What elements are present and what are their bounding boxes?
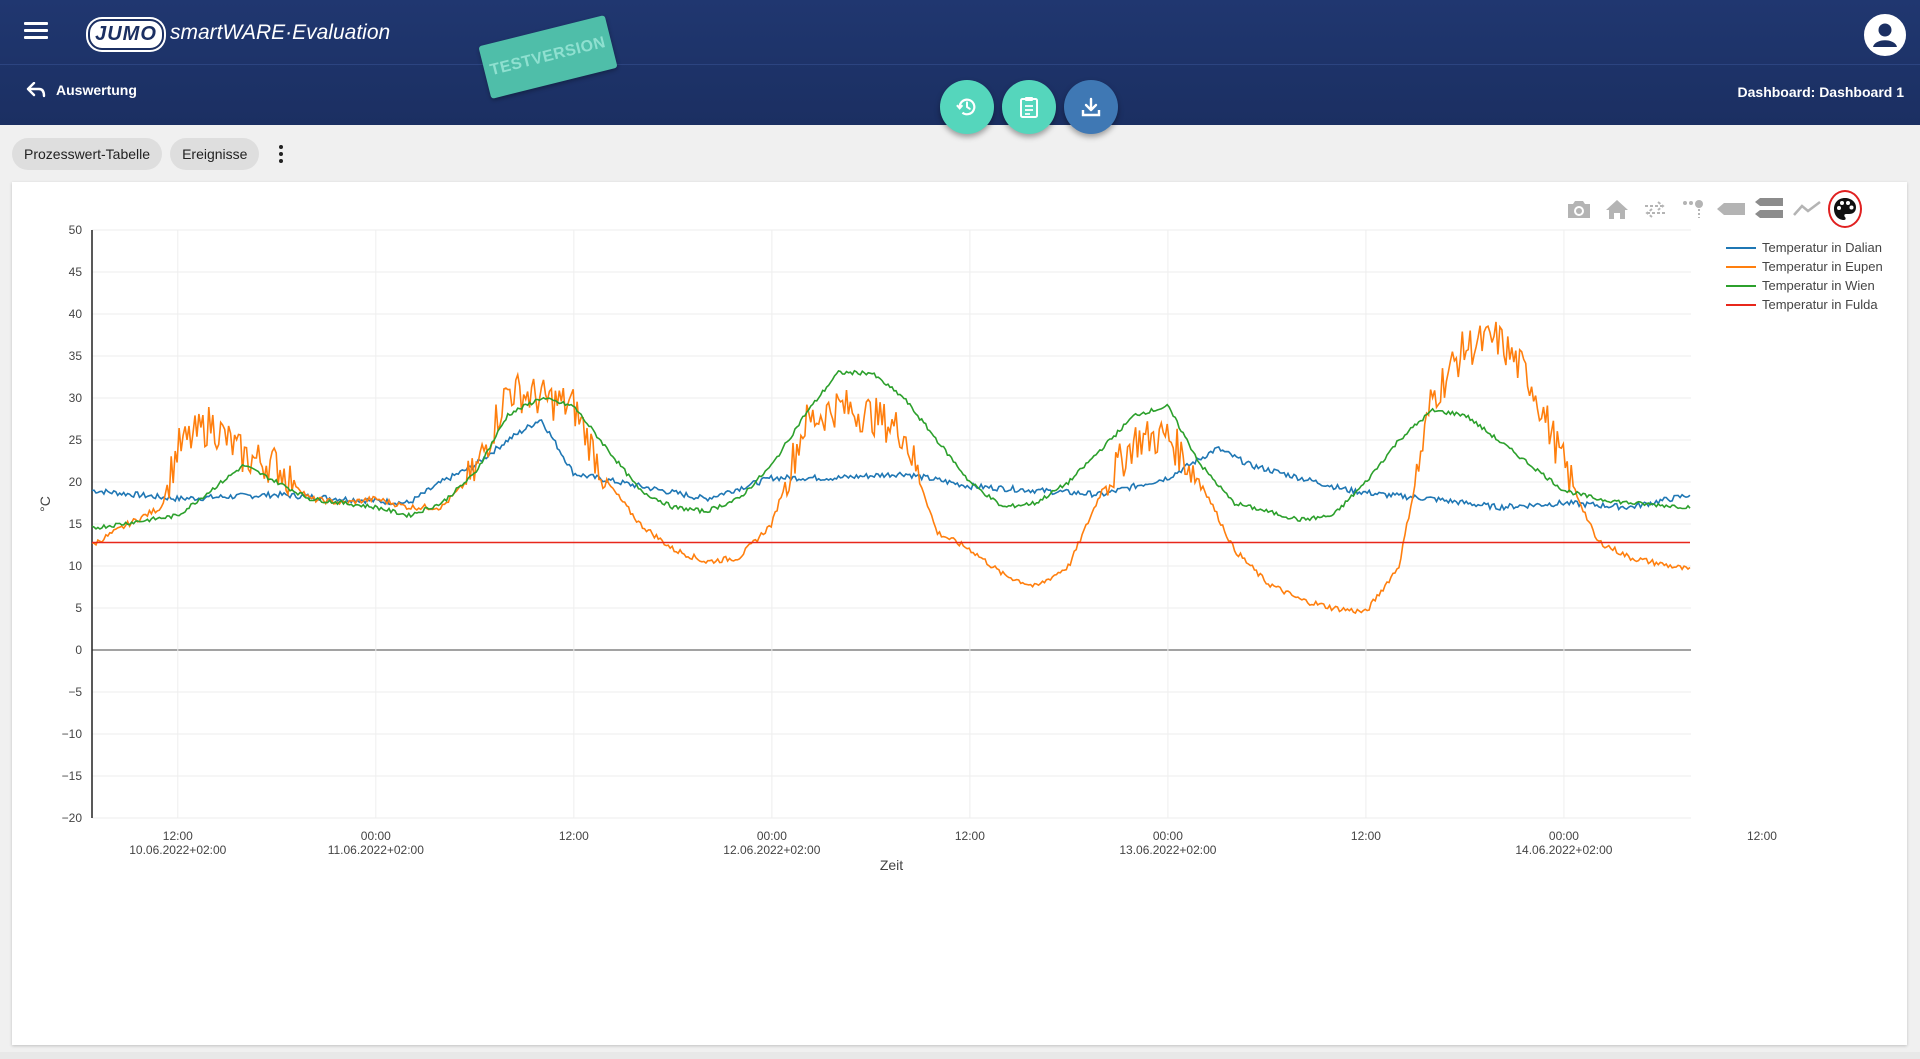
legend-swatch [1726, 303, 1756, 306]
y-tick-label: 0 [75, 643, 82, 657]
chip-events[interactable]: Ereignisse [170, 138, 260, 170]
palette-ring [1828, 190, 1862, 228]
back-button[interactable]: Auswertung [26, 82, 137, 98]
x-tick-time: 00:00 [361, 829, 391, 843]
y-tick-label: 10 [69, 559, 83, 573]
y-tick-label: 45 [69, 265, 83, 279]
x-tick-time: 12:00 [559, 829, 589, 843]
legend-swatch [1726, 265, 1756, 268]
x-axis-title: Zeit [880, 857, 903, 873]
top-app-bar [0, 0, 1920, 125]
chart-modebar [1562, 190, 1866, 228]
y-tick-label: 25 [69, 433, 83, 447]
x-tick-date: 12.06.2022+02:00 [723, 843, 820, 857]
back-label: Auswertung [56, 82, 137, 98]
y-tick-label: −15 [62, 769, 83, 783]
header-divider [0, 64, 1920, 65]
y-tick-label: 35 [69, 349, 83, 363]
user-avatar-icon[interactable] [1864, 14, 1906, 56]
back-arrow-icon [26, 82, 46, 98]
clipboard-icon [1020, 97, 1038, 118]
clipboard-button[interactable] [1002, 80, 1056, 134]
series-line-2 [91, 321, 1691, 615]
legend-label: Temperatur in Eupen [1762, 259, 1883, 274]
camera-icon[interactable] [1562, 194, 1596, 224]
home-icon[interactable] [1600, 194, 1634, 224]
history-button[interactable] [940, 80, 994, 134]
x-tick-date: 14.06.2022+02:00 [1515, 843, 1612, 857]
legend-swatch [1726, 246, 1756, 249]
chart-legend: Temperatur in Dalian Temperatur in Eupen… [1726, 238, 1883, 314]
y-tick-label: 50 [69, 223, 83, 237]
view-chips: Prozesswert-Tabelle Ereignisse [12, 138, 291, 170]
y-axis-title: °C [37, 496, 53, 512]
y-tick-label: 15 [69, 517, 83, 531]
bottom-border [0, 1052, 1920, 1059]
spike-lines-icon[interactable] [1676, 194, 1710, 224]
legend-label: Temperatur in Dalian [1762, 240, 1882, 255]
y-tick-label: 5 [75, 601, 82, 615]
x-tick-date: 11.06.2022+02:00 [328, 843, 425, 857]
download-button[interactable] [1064, 80, 1118, 134]
series-line-1 [91, 419, 1691, 512]
x-tick-time: 12:00 [163, 829, 193, 843]
download-icon [1081, 97, 1101, 117]
legend-item-eupen[interactable]: Temperatur in Eupen [1726, 257, 1883, 276]
more-options-icon[interactable] [271, 138, 291, 170]
line-style-icon[interactable] [1790, 194, 1824, 224]
palette-button[interactable] [1828, 190, 1862, 228]
dashboard-title: Dashboard: Dashboard 1 [1737, 84, 1904, 100]
x-tick-time: 12:00 [955, 829, 985, 843]
x-tick-time: 00:00 [1549, 829, 1579, 843]
pan-icon[interactable] [1638, 194, 1672, 224]
x-tick-time: 12:00 [1747, 829, 1777, 843]
legend-swatch [1726, 284, 1756, 287]
hover-closest-icon[interactable] [1714, 194, 1748, 224]
y-tick-label: 20 [69, 475, 83, 489]
chart-panel: 50 45 40 35 30 25 20 15 10 5 0 −5 −10 −15 −20 12:00 10.0… [12, 182, 1907, 1045]
x-tick-date: 10.06.2022+02:00 [129, 843, 226, 857]
series-line-3 [91, 369, 1691, 530]
legend-label: Temperatur in Wien [1762, 278, 1875, 293]
y-tick-label: 40 [69, 307, 83, 321]
palette-icon [1834, 198, 1856, 220]
x-tick-time: 00:00 [757, 829, 787, 843]
legend-item-wien[interactable]: Temperatur in Wien [1726, 276, 1883, 295]
temperature-chart[interactable]: 50454035302520151050−5−10−15−2012:0010.0… [12, 182, 1907, 1045]
x-tick-date: 13.06.2022+02:00 [1119, 843, 1216, 857]
chip-process-table[interactable]: Prozesswert-Tabelle [12, 138, 163, 170]
y-tick-label: −10 [62, 727, 83, 741]
app-title: smartWARE·Evaluation [170, 21, 391, 44]
history-icon [956, 98, 976, 116]
legend-label: Temperatur in Fulda [1762, 297, 1878, 312]
y-tick-label: 30 [69, 391, 83, 405]
legend-item-dalian[interactable]: Temperatur in Dalian [1726, 238, 1883, 257]
x-tick-time: 12:00 [1351, 829, 1381, 843]
brand-logo: JUMO [88, 19, 164, 50]
y-tick-label: −5 [68, 685, 82, 699]
menu-icon[interactable] [24, 22, 48, 42]
hover-compare-icon[interactable] [1752, 194, 1786, 224]
x-tick-time: 00:00 [1153, 829, 1183, 843]
y-tick-label: −20 [62, 811, 83, 825]
legend-item-fulda[interactable]: Temperatur in Fulda [1726, 295, 1883, 314]
